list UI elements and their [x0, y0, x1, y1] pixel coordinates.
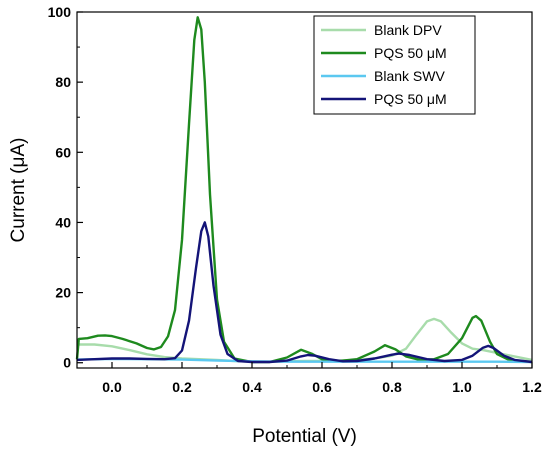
- y-tick-label: 20: [55, 285, 71, 301]
- y-tick-label: 80: [55, 74, 71, 90]
- legend-box: [313, 15, 476, 115]
- legend-label-2: Blank SWV: [374, 68, 445, 84]
- legend-label-3: PQS 50 μM: [374, 91, 447, 107]
- y-tick-label: 100: [48, 4, 72, 20]
- legend-label-1: PQS 50 μM: [374, 45, 447, 61]
- x-tick-label: 0.2: [172, 379, 192, 395]
- plot-frame: [76, 11, 533, 369]
- y-tick-label: 40: [55, 214, 71, 230]
- legend-label-0: Blank DPV: [374, 22, 442, 38]
- x-tick-label: 0.8: [382, 379, 402, 395]
- y-axis-title: Current (μA): [8, 138, 29, 243]
- x-tick-label: 0.6: [312, 379, 332, 395]
- x-tick-label: 0.0: [102, 379, 122, 395]
- x-axis-title: Potential (V): [252, 426, 357, 447]
- x-tick-label: 1.2: [522, 379, 542, 395]
- series-line-3: [76, 221, 533, 364]
- x-tick-label: 0.4: [242, 379, 262, 395]
- x-tick-label: 1.0: [452, 379, 472, 395]
- legend: Blank DPV PQS 50 μM Blank SWV PQS 50 μM: [313, 15, 476, 115]
- y-tick-label: 60: [55, 144, 71, 160]
- ticks-layer: 0.0 0.2 0.4 0.6 0.8 1.0 1.2 0 20 40 60 80 100: [48, 4, 542, 395]
- y-tick-label: 0: [63, 355, 71, 371]
